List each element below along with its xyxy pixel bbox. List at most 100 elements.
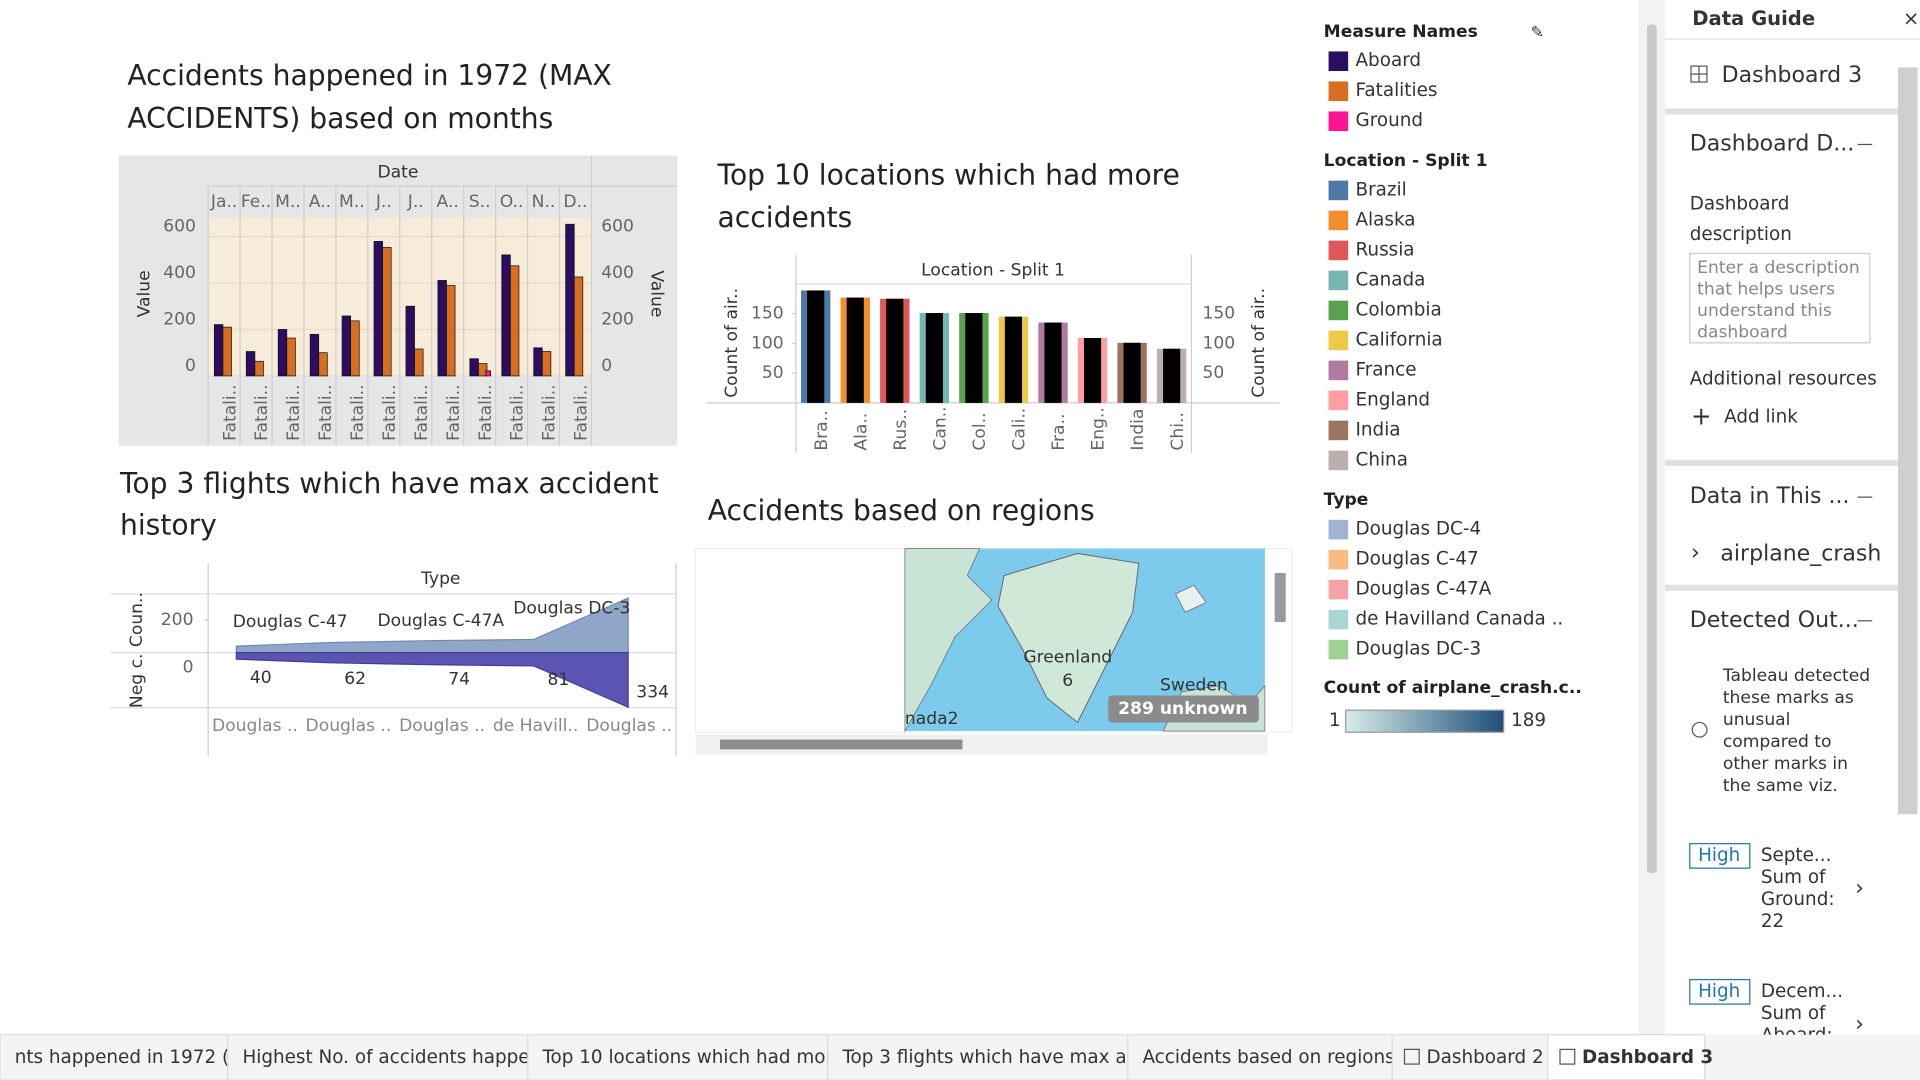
legend-swatch [1328,300,1349,321]
map-scrollbar[interactable] [1274,573,1286,623]
outlier-text[interactable]: Decem... [1761,981,1843,1002]
ramp-max: 189 [1511,710,1546,731]
legend-label: England [1356,389,1431,410]
legend-swatch [1328,81,1349,102]
datasource[interactable]: airplane_crash [1720,542,1881,567]
header: Type [420,569,460,589]
data-label: 62 [344,669,366,689]
tab[interactable] [1127,1034,1393,1080]
legend-title: Location - Split 1 [1324,151,1488,171]
x-tick-label: Douglas .. [212,716,298,736]
unknown-badge[interactable] [1108,695,1259,723]
x-category-label: J.. [407,192,424,212]
outlier-text[interactable]: Septe... [1761,845,1832,866]
outlier-text[interactable]: Sum of [1761,867,1826,888]
data-label: 40 [250,668,272,688]
section-heading: Dashboard D... [1690,131,1855,156]
tab[interactable] [227,1034,529,1080]
outlier-text[interactable]: Ground: [1761,889,1835,910]
y-tick-label: 0 [185,356,196,376]
annotation: Douglas DC-3 [513,599,630,619]
x-tick-label: Fatali.. [220,384,240,440]
chart-title: Top 10 locations which had more [717,158,1180,191]
bar [373,241,383,377]
x-category-label: A.. [309,192,331,212]
close-button[interactable]: × [1903,7,1919,30]
x-tick-label: Fatali.. [444,384,464,440]
tab-label[interactable]: Top 10 locations which had mor... [541,1047,848,1068]
x-tick-label: Fatali.. [252,384,272,440]
scrollbar[interactable] [1646,24,1657,874]
y-tick-label: 200 [161,610,194,630]
legend-label: Douglas C-47 [1356,549,1479,570]
guide-scrollbar[interactable] [1897,67,1918,815]
bar-inner [965,313,983,403]
color-ramp [1345,709,1505,733]
x-tick-label: Chi.. [1168,412,1188,450]
bar-inner [886,298,904,403]
legend-label: California [1356,329,1443,350]
tab[interactable] [1391,1034,1549,1080]
x-category-label: N.. [532,192,556,212]
legend-swatch [1328,609,1349,630]
tab-label[interactable]: Dashboard 2 [1427,1047,1544,1068]
area [235,597,629,654]
y2-tick-label: 200 [601,310,634,330]
y-tick-label: 600 [163,217,196,237]
legend-swatch [1328,519,1349,540]
outlier-text[interactable]: Sum of [1761,1003,1826,1024]
tab-label[interactable]: nts happened in 1972 (M... [15,1047,263,1068]
edit-icon[interactable]: ✎ [1531,23,1544,42]
add-link[interactable]: Add link [1724,407,1798,428]
header: Location - Split 1 [921,261,1065,281]
y-tick-label: 100 [751,333,784,353]
description-input[interactable] [1689,252,1871,344]
outlier-text[interactable]: 22 [1761,911,1784,932]
tab-label[interactable]: Dashboard 3 [1582,1047,1713,1068]
unknown-count[interactable]: 289 unknown [1118,699,1247,719]
tab-label[interactable]: Accidents based on regions [1142,1047,1394,1068]
outlier-note: unusual [1723,710,1791,730]
legend-swatch [1328,390,1349,411]
bar [382,247,392,377]
legend-label: Alaska [1356,209,1416,230]
legend-swatch [1328,420,1349,441]
guide-dashboard[interactable]: Dashboard 3 [1722,63,1863,88]
bar [318,352,328,377]
legend-label: Colombia [1356,299,1442,320]
section-heading: Detected Out... [1690,608,1859,633]
placeholder: Enter a description [1697,258,1860,278]
annotation: Douglas C-47A [377,611,504,631]
legend-title: Measure Names [1324,22,1478,42]
y-axis-label: Coun.. [127,592,147,647]
legend-label: Douglas C-47A [1356,579,1492,600]
map-count: 6 [1062,671,1073,691]
map-hscroll-thumb[interactable] [720,739,963,750]
badge [1689,978,1751,1005]
tab[interactable] [1547,1034,1706,1080]
bar [213,324,224,377]
x-tick-label: Fatali.. [572,384,592,440]
y2-tick-label: 0 [601,356,612,376]
y2-tick-label: 600 [601,217,634,237]
x-category-label: Ja.. [210,192,237,212]
bar [437,280,447,377]
legend-label: Canada [1356,269,1426,290]
y-axis-label: Value [134,270,154,317]
map-place: nada2 [905,709,959,729]
outlier-note: these marks as [1723,688,1854,708]
x-tick-label: Rus.. [891,409,911,451]
tab-label[interactable]: Top 3 flights which have max ac... [841,1047,1154,1068]
y-tick-label: 200 [163,310,196,330]
section-heading: Data in This ... [1690,484,1850,509]
legend-title: Count of airplane_crash.c.. [1324,678,1582,698]
data-label: 334 [636,682,669,702]
tab[interactable] [527,1034,829,1080]
greenland [997,552,1140,724]
y-tick-label: 50 [762,363,784,383]
tab[interactable] [0,1034,229,1080]
legend-swatch [1328,270,1349,291]
tab-label[interactable]: Highest No. of accidents happe... [242,1047,547,1068]
chevron[interactable]: › [1855,1012,1864,1037]
chevron[interactable]: › [1855,876,1864,901]
